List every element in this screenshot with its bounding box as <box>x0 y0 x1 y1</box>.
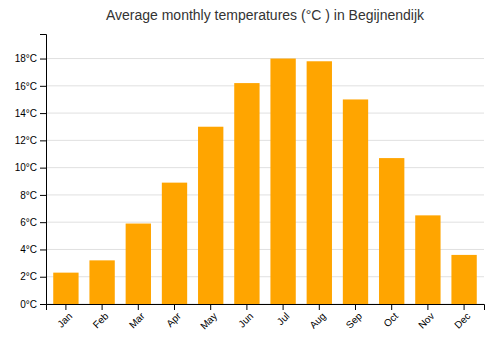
y-tick-mark <box>40 249 46 250</box>
x-tick-label: Dec <box>452 310 472 330</box>
y-tick-label: 6°C <box>20 217 37 228</box>
bar <box>53 273 78 304</box>
x-tick-mark <box>391 304 392 310</box>
y-tick: 4°C <box>20 244 46 255</box>
x-tick: May <box>198 304 219 332</box>
x-tick-label: Jul <box>275 310 292 327</box>
x-tick: Jun <box>236 304 255 330</box>
bar <box>415 215 440 304</box>
x-tick-label: Nov <box>416 310 436 330</box>
grid-line <box>46 85 484 86</box>
x-tick-label: Aug <box>307 310 327 330</box>
bar <box>126 224 151 304</box>
bar <box>379 158 404 304</box>
x-axis-line <box>47 305 485 311</box>
bars <box>53 59 477 304</box>
x-tick: Apr <box>164 304 183 329</box>
x-tick-mark <box>355 304 356 310</box>
y-tick: 6°C <box>20 217 46 228</box>
y-tick-label: 10°C <box>15 162 37 173</box>
x-tick: Sep <box>344 304 365 331</box>
plot: Jan Feb Mar Apr May Jun Jul Aug Sep Oct Nov Dec 0°C 2… <box>15 35 485 332</box>
bar <box>343 99 368 304</box>
x-tick-label: Mar <box>127 310 147 330</box>
bar <box>451 255 476 304</box>
bar <box>307 61 332 304</box>
x-tick-label: Sep <box>344 310 365 331</box>
x-tick-mark <box>246 304 247 310</box>
grid-line <box>46 194 484 195</box>
y-tick-label: 8°C <box>20 190 37 201</box>
x-tick-mark <box>464 304 465 310</box>
x-tick-mark <box>427 304 428 310</box>
x-tick: Mar <box>127 304 147 330</box>
y-tick-mark <box>40 59 46 60</box>
bar <box>162 183 187 304</box>
y-axis: 0°C 2°C 4°C 6°C 8°C 10°C 12°C 14°C 16°C 18°C <box>15 35 47 310</box>
y-tick-mark <box>40 304 46 305</box>
y-tick-mark <box>40 140 46 141</box>
y-tick-mark <box>40 86 46 87</box>
y-tick-label: 14°C <box>15 108 37 119</box>
y-tick-label: 2°C <box>20 271 37 282</box>
grid <box>46 59 484 304</box>
x-tick: Oct <box>381 304 400 329</box>
title: Average monthly temperatures (°C ) in Be… <box>106 7 425 23</box>
x-tick: Jan <box>55 304 74 330</box>
y-tick: 14°C <box>15 108 46 119</box>
bar <box>89 260 114 304</box>
x-tick: Feb <box>91 304 111 330</box>
x-tick-mark <box>102 304 103 310</box>
y-tick-label: 12°C <box>15 135 37 146</box>
x-axis: Jan Feb Mar Apr May Jun Jul Aug Sep Oct Nov Dec <box>47 304 485 332</box>
x-tick-label: Oct <box>381 310 400 329</box>
x-tick-mark <box>210 304 211 310</box>
y-tick-label: 16°C <box>15 81 37 92</box>
y-tick: 0°C <box>20 299 46 310</box>
y-tick-mark <box>40 222 46 223</box>
y-axis-line <box>40 35 47 305</box>
y-tick-mark <box>40 113 46 114</box>
x-tick-mark <box>283 304 284 310</box>
bar <box>198 127 223 304</box>
y-tick: 8°C <box>20 190 46 201</box>
y-tick-mark <box>40 277 46 278</box>
x-tick-label: May <box>198 310 219 331</box>
x-tick-label: Apr <box>164 310 183 329</box>
y-tick: 18°C <box>15 53 46 64</box>
bar <box>270 59 295 304</box>
x-tick-mark <box>65 304 66 310</box>
x-tick-mark <box>319 304 320 310</box>
y-tick-mark <box>40 168 46 169</box>
y-tick: 10°C <box>15 162 46 173</box>
bar <box>234 83 259 304</box>
x-tick-label: Jan <box>55 310 74 329</box>
grid-line <box>46 113 484 114</box>
chart: Jan Feb Mar Apr May Jun Jul Aug Sep Oct Nov Dec 0°C 2… <box>0 0 500 350</box>
x-tick-mark <box>174 304 175 310</box>
grid-line <box>46 140 484 141</box>
x-tick: Jul <box>275 304 292 327</box>
x-tick: Nov <box>416 304 436 331</box>
x-tick: Aug <box>307 304 327 331</box>
grid-line <box>46 58 484 59</box>
y-tick-mark <box>40 195 46 196</box>
x-tick: Dec <box>452 304 472 331</box>
x-tick-mark <box>138 304 139 310</box>
x-tick-label: Jun <box>236 310 255 329</box>
grid-line <box>46 167 484 168</box>
y-tick: 2°C <box>20 271 46 282</box>
y-tick-label: 4°C <box>20 244 37 255</box>
y-tick: 16°C <box>15 81 46 92</box>
y-tick-label: 0°C <box>20 299 37 310</box>
y-tick-label: 18°C <box>15 53 37 64</box>
x-tick-label: Feb <box>91 310 111 330</box>
y-tick: 12°C <box>15 135 46 146</box>
